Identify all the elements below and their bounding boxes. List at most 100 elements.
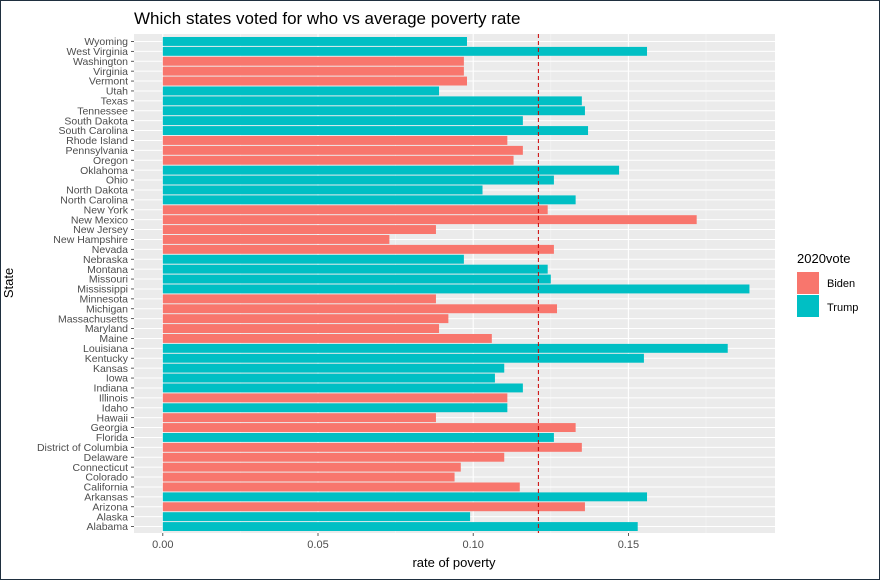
bar-kentucky <box>162 353 644 363</box>
y-ticks <box>131 41 134 527</box>
state-label-arizona: Arizona <box>92 501 128 513</box>
legend-swatch-biden <box>797 272 819 294</box>
state-label-new-jersey: New Jersey <box>73 224 129 236</box>
bar-delaware <box>162 452 505 462</box>
state-label-georgia: Georgia <box>91 422 129 434</box>
legend-swatch-trump <box>797 295 819 317</box>
legend-label-trump: Trump <box>827 302 858 314</box>
bar-connecticut <box>162 462 461 472</box>
bar-texas <box>162 96 582 106</box>
bar-south-carolina <box>162 126 589 136</box>
state-label-minnesota: Minnesota <box>80 293 129 305</box>
bar-wyoming <box>162 36 467 46</box>
bar-pennsylvania <box>162 145 523 155</box>
legend-title: 2020vote <box>797 251 851 266</box>
state-label-nebraska: Nebraska <box>83 254 128 266</box>
state-label-maine: Maine <box>99 333 128 345</box>
state-label-oklahoma: Oklahoma <box>80 165 128 177</box>
state-label-montana: Montana <box>87 264 128 276</box>
bar-nevada <box>162 244 554 254</box>
bar-georgia <box>162 423 576 433</box>
state-label-new-mexico: New Mexico <box>71 214 128 226</box>
state-labels: AlabamaAlaskaArizonaArkansasCaliforniaCo… <box>37 36 129 533</box>
bar-massachusetts <box>162 314 449 324</box>
bar-nebraska <box>162 254 464 264</box>
bar-louisiana <box>162 343 728 353</box>
state-label-vermont: Vermont <box>89 76 128 88</box>
bar-california <box>162 482 520 492</box>
bar-montana <box>162 264 548 274</box>
bar-vermont <box>162 76 467 86</box>
bar-colorado <box>162 472 455 482</box>
state-label-mississippi: Mississippi <box>77 284 128 296</box>
state-label-oregon: Oregon <box>93 155 128 167</box>
y-axis-title: State <box>1 268 16 298</box>
state-label-utah: Utah <box>106 86 128 98</box>
state-label-delaware: Delaware <box>84 452 129 464</box>
bar-alaska <box>162 512 471 522</box>
bar-iowa <box>162 373 495 383</box>
state-label-south-dakota: South Dakota <box>64 115 128 127</box>
state-label-hawaii: Hawaii <box>96 412 128 424</box>
state-label-nevada: Nevada <box>92 244 128 256</box>
state-label-pennsylvania: Pennsylvania <box>66 145 129 157</box>
state-label-alaska: Alaska <box>96 511 128 523</box>
bar-maryland <box>162 324 440 334</box>
state-label-california: California <box>84 482 129 494</box>
state-label-idaho: Idaho <box>102 402 128 414</box>
state-label-north-dakota: North Dakota <box>66 185 128 197</box>
state-label-texas: Texas <box>101 95 128 107</box>
x-axis: 0.00 0.05 0.10 0.15 <box>152 533 639 551</box>
state-label-alabama: Alabama <box>87 521 129 533</box>
bar-rhode-island <box>162 135 508 145</box>
state-label-maryland: Maryland <box>85 323 128 335</box>
bars <box>162 36 750 532</box>
state-label-rhode-island: Rhode Island <box>66 135 128 147</box>
bar-new-york <box>162 205 548 215</box>
bar-michigan <box>162 304 558 314</box>
bar-oklahoma <box>162 165 620 175</box>
state-label-colorado: Colorado <box>85 472 128 484</box>
state-label-west-virginia: West Virginia <box>67 46 129 58</box>
bar-ohio <box>162 175 554 185</box>
legend: 2020vote Biden Trump <box>797 251 858 317</box>
bar-north-dakota <box>162 185 483 195</box>
state-label-massachusetts: Massachusetts <box>58 313 128 325</box>
state-label-kentucky: Kentucky <box>85 353 129 365</box>
state-label-illinois: Illinois <box>99 392 128 404</box>
bar-maine <box>162 333 492 343</box>
state-label-new-york: New York <box>84 204 129 216</box>
bar-north-carolina <box>162 195 576 205</box>
bar-alabama <box>162 522 638 532</box>
state-label-tennessee: Tennessee <box>77 105 128 117</box>
bar-south-dakota <box>162 116 523 126</box>
state-label-louisiana: Louisiana <box>83 343 128 355</box>
state-label-connecticut: Connecticut <box>73 462 129 474</box>
state-label-north-carolina: North Carolina <box>60 194 128 206</box>
state-label-wyoming: Wyoming <box>84 36 128 48</box>
bar-kansas <box>162 363 505 373</box>
state-label-kansas: Kansas <box>93 363 128 375</box>
state-label-new-hampshire: New Hampshire <box>53 234 128 246</box>
x-tick-label: 0.05 <box>307 539 328 551</box>
bar-indiana <box>162 383 523 393</box>
bar-virginia <box>162 66 464 76</box>
x-axis-title: rate of poverty <box>412 555 496 570</box>
x-tick-label: 0.10 <box>462 539 483 551</box>
state-label-arkansas: Arkansas <box>84 491 128 503</box>
bar-west-virginia <box>162 46 648 56</box>
bar-washington <box>162 56 464 66</box>
bar-new-hampshire <box>162 234 390 244</box>
state-label-south-carolina: South Carolina <box>59 125 129 137</box>
bar-district-of-columbia <box>162 442 582 452</box>
bar-new-mexico <box>162 215 697 225</box>
state-label-district-of-columbia: District of Columbia <box>37 442 128 454</box>
bar-illinois <box>162 393 508 403</box>
bar-minnesota <box>162 294 436 304</box>
state-label-missouri: Missouri <box>89 274 128 286</box>
state-label-washington: Washington <box>73 56 128 68</box>
state-label-ohio: Ohio <box>106 175 128 187</box>
bar-new-jersey <box>162 225 436 235</box>
